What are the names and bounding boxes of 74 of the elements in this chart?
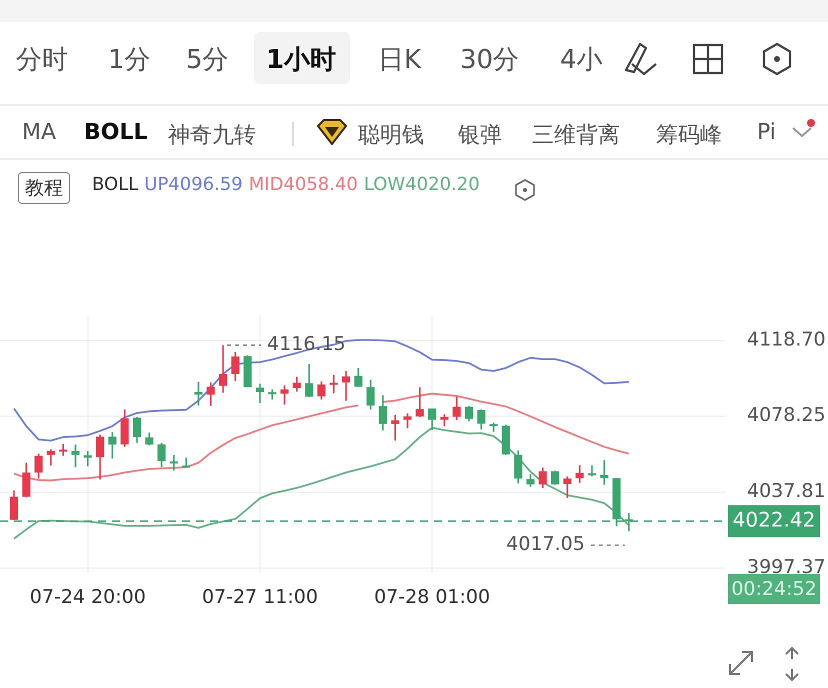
candlestick xyxy=(305,363,314,398)
annotation: 4017.05 xyxy=(506,533,585,556)
text: 4小 xyxy=(560,44,603,77)
candlestick xyxy=(59,443,68,457)
candlestick xyxy=(403,412,412,430)
candlestick xyxy=(10,490,18,521)
candlestick xyxy=(342,370,350,402)
annotation: 4116.15 xyxy=(267,333,346,356)
candlestick xyxy=(145,432,154,446)
candlestick xyxy=(588,464,596,478)
text: 1小时 xyxy=(266,44,336,77)
candlestick xyxy=(551,470,560,486)
text: 教程 xyxy=(18,172,70,204)
text: Pi xyxy=(757,120,776,145)
text: MA xyxy=(22,120,56,145)
candlestick xyxy=(158,442,166,468)
candlestick xyxy=(206,382,215,407)
candlestick xyxy=(354,367,362,388)
text: 聪明钱 xyxy=(358,122,424,150)
candlestick xyxy=(268,388,276,400)
candlestick xyxy=(526,473,535,488)
candlestick xyxy=(46,448,55,466)
candlestick xyxy=(194,381,203,406)
candlestick xyxy=(452,396,461,421)
candlestick xyxy=(256,382,264,404)
candlestick xyxy=(514,450,522,484)
candlestick xyxy=(182,456,190,468)
candlestick xyxy=(317,380,326,400)
candlestick xyxy=(563,476,572,499)
candlestick xyxy=(170,454,178,472)
text: LOW4020.20 xyxy=(364,174,480,195)
text: 分时 xyxy=(16,44,68,77)
candlestick xyxy=(600,459,608,486)
y-tick-label: 4078.25 xyxy=(747,404,826,426)
text: UP4096.59 xyxy=(144,174,243,195)
candlestick xyxy=(490,422,498,433)
candlestick xyxy=(231,351,240,382)
text: 5分 xyxy=(186,44,229,77)
text: 00:24:52 xyxy=(728,574,820,604)
candlestick xyxy=(366,378,375,410)
candlestick xyxy=(391,414,400,442)
candlestick xyxy=(538,466,547,489)
candlestick xyxy=(428,408,436,431)
y-tick-label: 4037.81 xyxy=(747,480,826,502)
candlestick xyxy=(477,408,486,430)
candlestick xyxy=(576,464,584,484)
text: BOLL xyxy=(84,120,148,145)
y-tick-label: 4118.70 xyxy=(747,328,826,350)
candlestick xyxy=(280,384,289,406)
candlestick xyxy=(416,386,424,418)
text: 三维背离 xyxy=(532,122,620,150)
text: 1分 xyxy=(108,44,151,77)
legend-title: BOLL xyxy=(92,174,138,195)
text: 银弹 xyxy=(458,122,502,150)
candlestick xyxy=(96,434,104,480)
text: 日K xyxy=(378,44,422,77)
text: 30分 xyxy=(460,44,520,77)
candlestick xyxy=(378,394,387,432)
candlestick xyxy=(132,416,142,444)
text: MID4058.40 xyxy=(248,174,358,195)
x-tick-label: 07-27 11:00 xyxy=(202,586,318,608)
candlestick xyxy=(292,376,301,392)
ref-line-label: 4022.42 xyxy=(732,507,816,532)
x-tick-label: 07-28 01:00 xyxy=(374,586,490,608)
candlestick xyxy=(330,374,338,394)
candlestick xyxy=(464,405,474,422)
candlestick xyxy=(71,444,80,468)
candlestick xyxy=(108,431,116,460)
x-tick-label: 07-24 20:00 xyxy=(30,586,146,608)
candlestick xyxy=(218,344,228,394)
text: 筹码峰 xyxy=(656,122,722,150)
candlestick xyxy=(440,414,448,427)
candlestick xyxy=(34,452,43,480)
text: 神奇九转 xyxy=(168,122,256,150)
